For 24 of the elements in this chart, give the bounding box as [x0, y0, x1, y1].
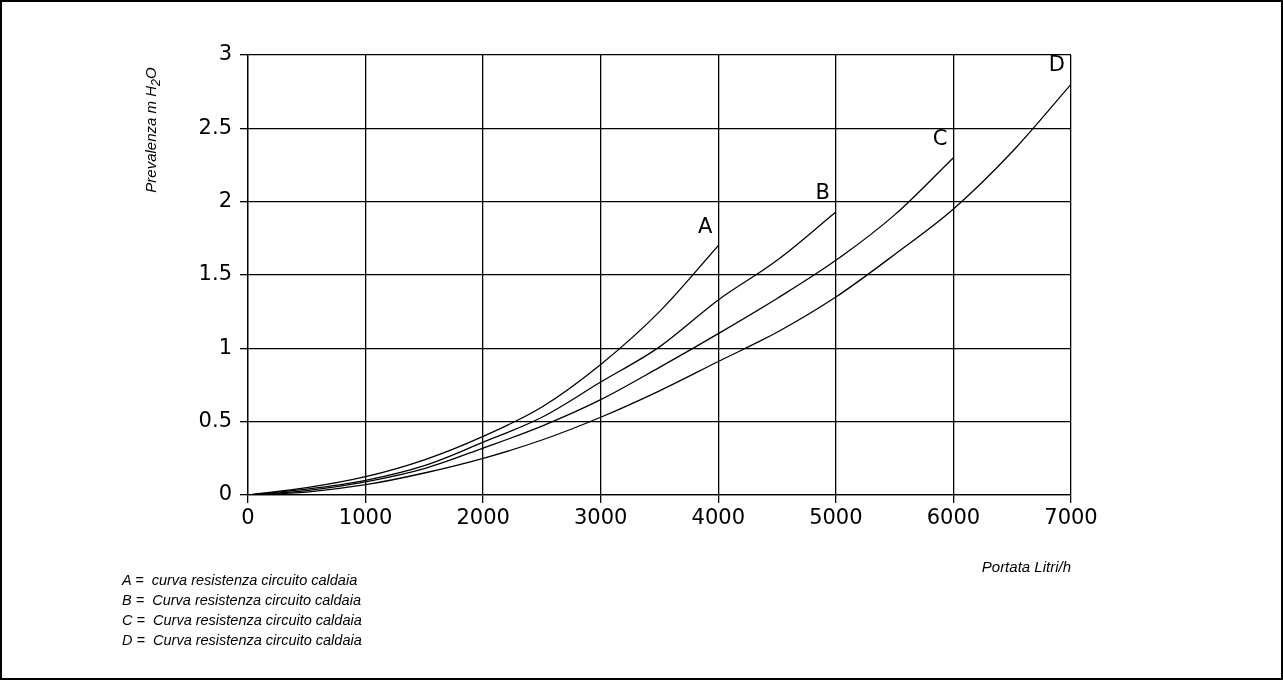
y-tick-label: 0: [218, 481, 232, 506]
x-tick-label: 3000: [573, 505, 628, 530]
x-tick-label: 5000: [809, 505, 863, 530]
series-label: B: [815, 179, 830, 204]
series-label: D: [1048, 52, 1065, 77]
x-tick-label: 1000: [338, 505, 393, 530]
x-tick-label: 7000: [1044, 505, 1098, 530]
series-label: C: [932, 125, 948, 150]
x-tick-label: 6000: [926, 505, 981, 530]
x-tick-label: 4000: [691, 505, 746, 530]
series-label: A: [697, 213, 713, 238]
y-tick-label: 3: [218, 41, 232, 66]
y-tick-label: 1.5: [198, 261, 232, 286]
x-axis-title: Portata Litri/h: [981, 558, 1071, 575]
y-tick-label: 2: [218, 188, 232, 213]
text: B = Curva resistenza circuito caldaia: [122, 591, 362, 610]
x-tick-label: 2000: [456, 505, 510, 530]
text: C = Curva resistenza circuito caldaia: [122, 611, 362, 630]
y-tick-label: 2.5: [198, 114, 232, 139]
x-tick-label: 0: [241, 505, 255, 530]
text: A = curva resistenza circuito caldaia: [122, 571, 359, 590]
y-tick-label: 1: [218, 334, 232, 359]
text: D = Curva resistenza circuito caldaia: [122, 631, 362, 650]
y-tick-label: 0.5: [198, 408, 232, 433]
